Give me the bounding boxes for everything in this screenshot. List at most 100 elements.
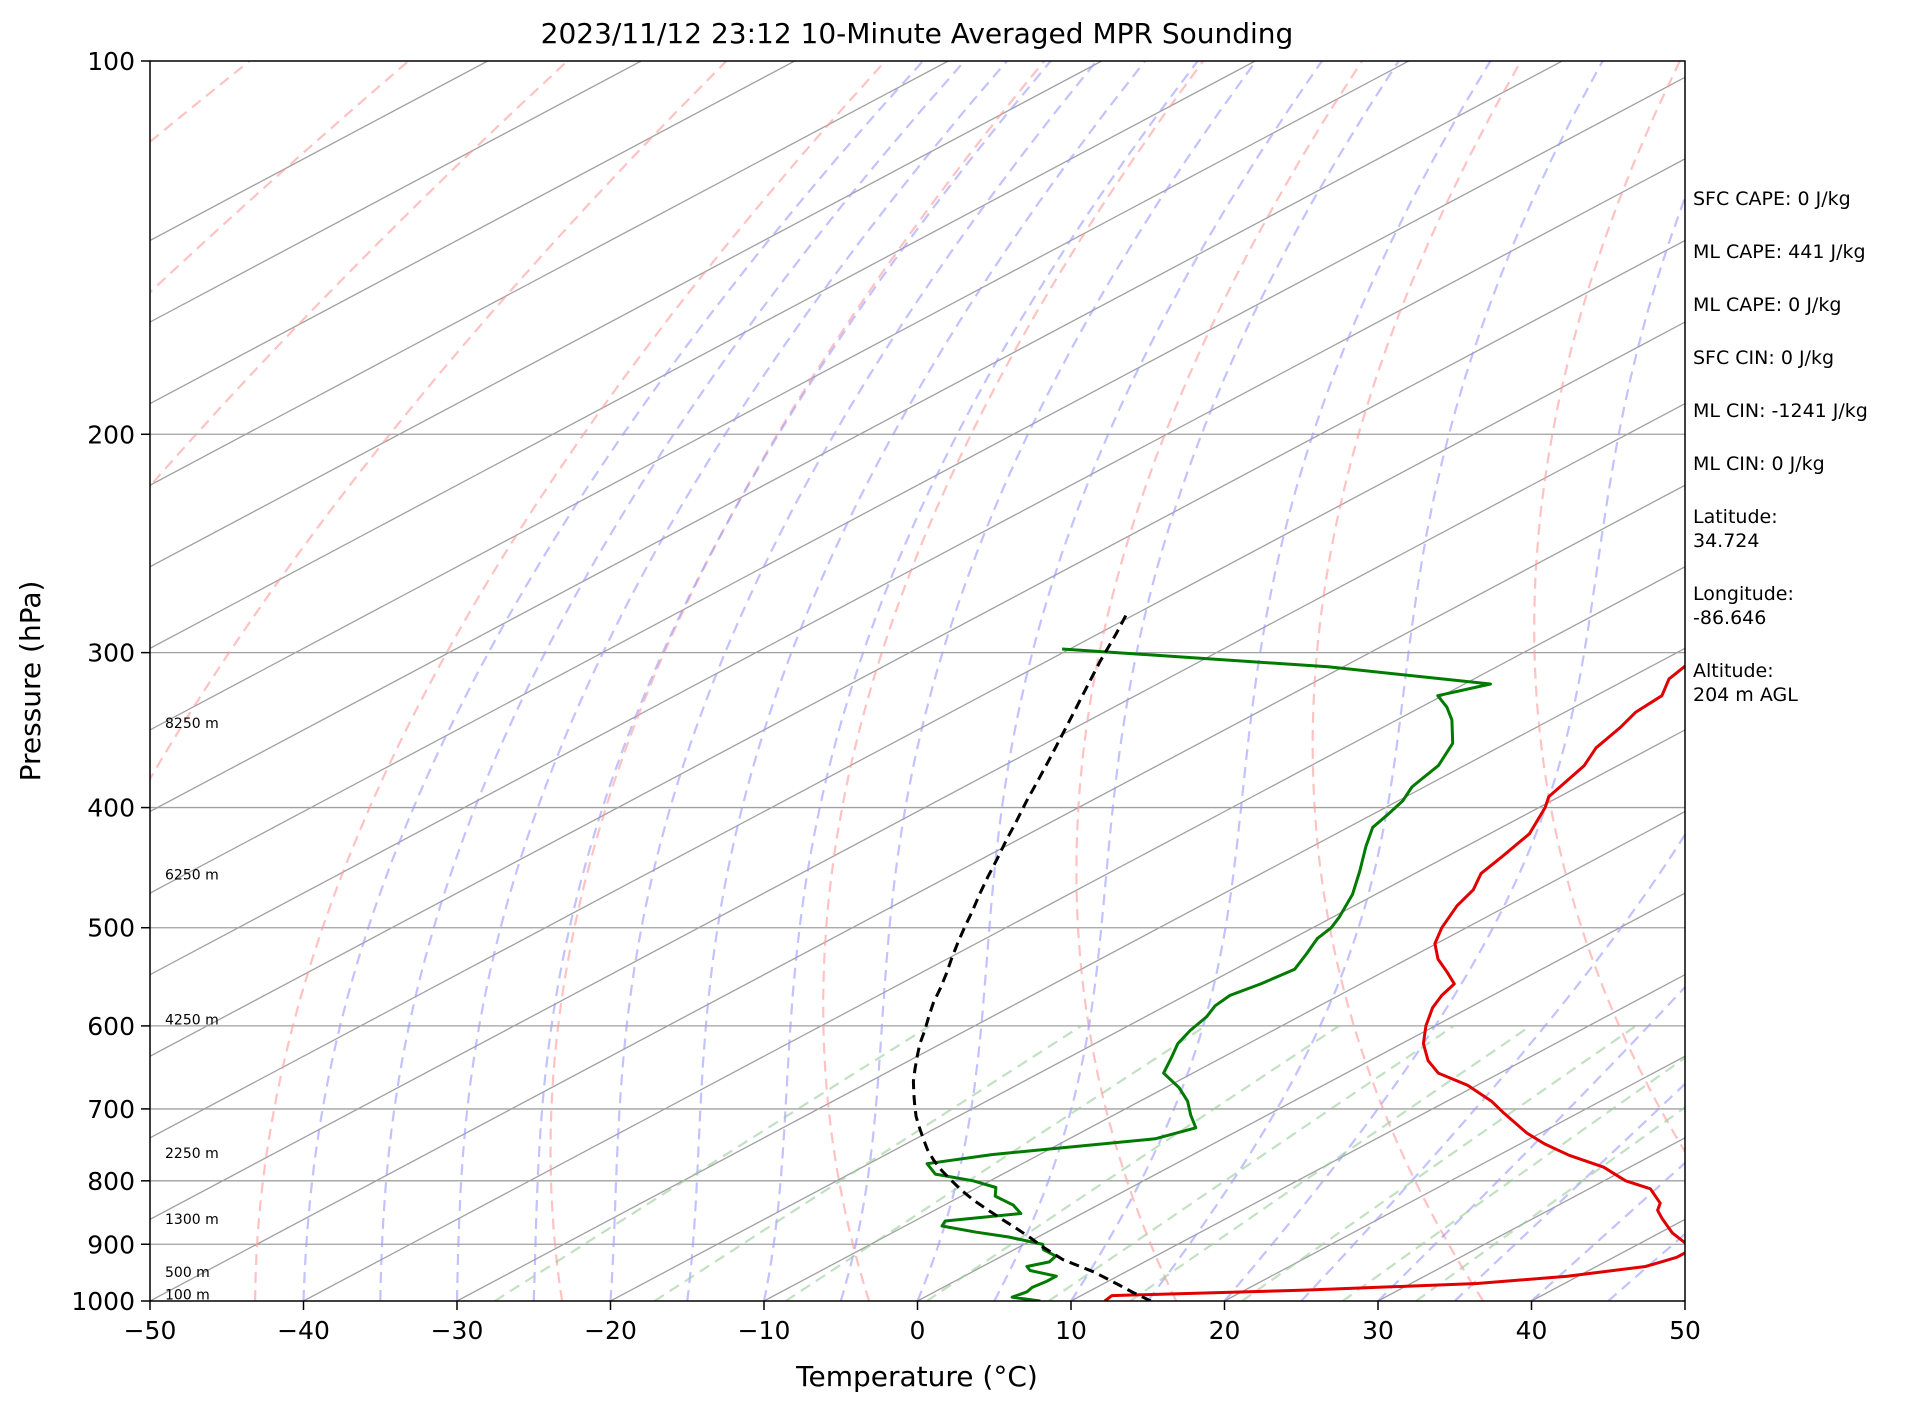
x-tick-label: 20 [1209,1316,1241,1345]
parcel-line [911,610,1152,1301]
isotherm-line [150,402,1685,1221]
isotherm-line [150,61,489,242]
y-tick-label: 200 [87,420,135,449]
moist-adiabat-line [1223,194,1685,1301]
isotherm-line [150,61,1256,650]
y-tick-label: 100 [87,47,135,76]
info-text: Longitude: [1693,583,1794,605]
x-tick-label: −40 [277,1316,330,1345]
moist-adiabat-line [1070,61,1492,1301]
height-label: 4250 m [165,1013,219,1029]
mixing-ratio-line [1241,1024,1637,1301]
moist-adiabat-line [1146,61,1604,1301]
height-label: 8250 m [165,716,219,732]
mixing-ratio-line [654,1024,1082,1301]
y-tick-label: 900 [87,1230,135,1259]
isotherm-line [150,158,1685,976]
info-longitude: Longitude: -86.646 [1693,582,1908,630]
x-tick-label: 10 [1055,1316,1087,1345]
info-ml-cin-2: ML CIN: 0 J/kg [1693,452,1908,476]
moist-adiabat-line [1454,1082,1685,1301]
moist-adiabat-line [379,61,966,1301]
x-tick-label: 0 [910,1316,926,1345]
x-tick-label: −10 [738,1316,791,1345]
isotherm-line [610,729,1685,1301]
x-axis-ticks: −50 −40 −30 −20 −10 0 10 20 30 40 50 [124,1301,1701,1345]
y-tick-label: 1000 [71,1287,135,1316]
info-text: ML CIN: -1241 J/kg [1693,400,1868,422]
dry-adiabat-line [822,61,1204,1301]
isotherm-line [150,61,1103,568]
temperature-line [1103,664,1685,1301]
x-tick-label: −30 [431,1316,484,1345]
isotherm-line [150,484,1685,1301]
isotherm-line [456,647,1685,1301]
mixing-ratio-line [1342,1056,1685,1301]
isotherm-line [150,61,642,323]
x-tick-label: 50 [1669,1316,1701,1345]
moist-adiabat-line [455,61,1008,1301]
y-tick-label: 700 [87,1095,135,1124]
y-tick-label: 500 [87,914,135,943]
mixing-ratio-line [494,1024,931,1301]
dry-adiabat-line [1075,61,1363,1301]
isotherm-line [1224,1055,1685,1301]
moist-adiabat-line [916,61,1323,1301]
info-sfc-cin: SFC CIN: 0 J/kg [1693,346,1908,370]
info-text: ML CAPE: 0 J/kg [1693,294,1842,316]
x-tick-label: 30 [1362,1316,1394,1345]
dry-adiabat-line [1311,61,1522,1301]
info-latitude: Latitude: 34.724 [1693,505,1908,553]
info-sfc-cape: SFC CAPE: 0 J/kg [1693,187,1908,211]
height-labels: 100 m 500 m 1300 m 2250 m 4250 m 6250 m 8250 m [165,716,219,1303]
x-tick-label: 40 [1516,1316,1548,1345]
y-tick-label: 300 [87,639,135,668]
height-label: 2250 m [165,1146,219,1162]
isotherm-line [917,892,1685,1301]
height-label: 500 m [165,1265,210,1281]
info-value: 34.724 [1693,530,1760,552]
x-tick-label: −20 [584,1316,637,1345]
dry-adiabat-line [254,61,887,1301]
mixing-ratio-line [1129,1024,1532,1301]
dry-adiabat-line [150,61,569,488]
moist-adiabat-line [1530,1161,1685,1301]
info-value: -86.646 [1693,607,1767,629]
x-axis-title: Temperature (°C) [795,1360,1038,1393]
moist-adiabat-line [609,61,1098,1301]
reference-lines [150,61,1685,1301]
info-text: Altitude: [1693,660,1774,682]
moist-adiabat-line [302,61,924,1301]
data-series [911,610,1685,1301]
isotherm-line [150,61,1410,731]
info-ml-cape: ML CAPE: 441 J/kg [1693,240,1908,264]
moist-adiabat-line [686,61,1146,1301]
info-text: ML CIN: 0 J/kg [1693,453,1825,475]
x-tick-label: −50 [124,1316,177,1345]
height-label: 6250 m [165,868,219,884]
isotherm-line [150,61,796,405]
isotherm-line [150,321,1685,1139]
info-text: Latitude: [1693,506,1778,528]
isotherm-line [1070,973,1685,1301]
y-tick-label: 800 [87,1167,135,1196]
info-text: SFC CIN: 0 J/kg [1693,347,1835,369]
y-axis-ticks: 1000 900 800 700 600 500 400 300 200 100 [71,47,150,1316]
y-tick-label: 400 [87,794,135,823]
moist-adiabat-line [839,61,1257,1301]
isotherm-line [763,810,1685,1301]
mixing-ratio-line [1415,1106,1685,1301]
info-ml-cin: ML CIN: -1241 J/kg [1693,399,1908,423]
moist-adiabat-line [532,61,1052,1301]
isotherm-line [150,239,1685,1057]
info-ml-cape-2: ML CAPE: 0 J/kg [1693,293,1908,317]
isotherm-line [150,61,949,486]
info-value: 204 m AGL [1693,684,1798,706]
moist-adiabat-line [993,61,1400,1301]
info-altitude: Altitude: 204 m AGL [1693,659,1908,707]
sounding-info-panel: SFC CAPE: 0 J/kg ML CAPE: 441 J/kg ML CA… [1693,187,1908,736]
isotherm-line [150,61,1563,813]
y-tick-label: 600 [87,1012,135,1041]
chart-title: 2023/11/12 23:12 10-Minute Averaged MPR … [541,17,1294,50]
